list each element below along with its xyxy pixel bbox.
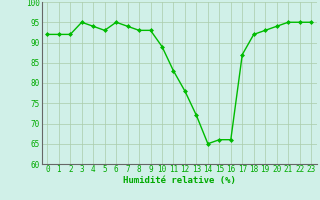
X-axis label: Humidité relative (%): Humidité relative (%)	[123, 176, 236, 185]
